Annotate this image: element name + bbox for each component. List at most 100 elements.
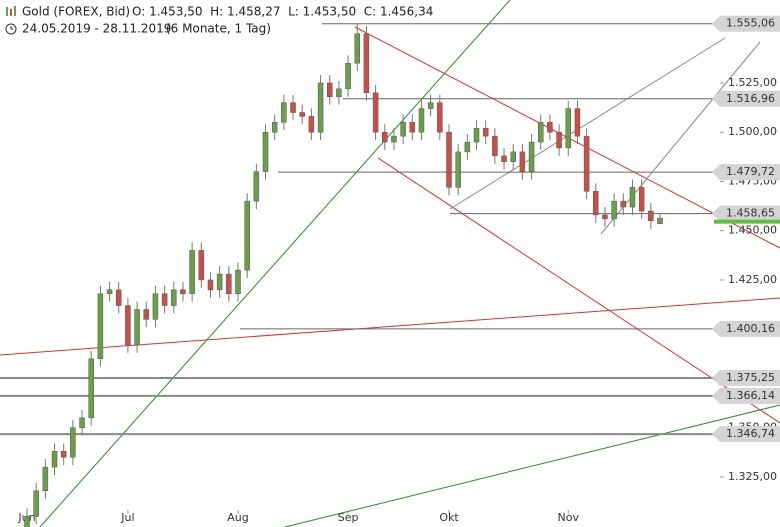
subtitle: 24.05.2019 - 28.11.2019 bbox=[22, 22, 171, 36]
candle-body bbox=[528, 141, 535, 172]
candle-body bbox=[611, 200, 617, 220]
candle-body bbox=[180, 289, 186, 294]
candle-body bbox=[216, 273, 223, 291]
x-tick-label: Nov bbox=[558, 511, 580, 524]
candle-body bbox=[290, 102, 296, 113]
level-box bbox=[720, 205, 780, 222]
candle-body bbox=[299, 112, 305, 117]
y-tick-label: 1.425,00 bbox=[728, 273, 777, 286]
period: (6 Monate, 1 Tag) bbox=[166, 22, 271, 36]
candle-body bbox=[418, 108, 425, 133]
candle-body bbox=[308, 116, 315, 133]
candle-body bbox=[51, 451, 58, 468]
candle-body bbox=[648, 210, 654, 222]
level-label: 1.479,72 bbox=[726, 165, 775, 178]
candle-body bbox=[336, 88, 342, 97]
candle-body bbox=[629, 187, 636, 208]
candle-body bbox=[519, 151, 526, 172]
candle-body bbox=[473, 128, 480, 143]
candle-body bbox=[115, 289, 122, 306]
candle-body bbox=[70, 427, 76, 458]
level-pointer bbox=[712, 387, 720, 404]
candle-body bbox=[400, 122, 406, 137]
candle-body bbox=[657, 217, 663, 225]
level-label: 1.458,65 bbox=[726, 207, 775, 220]
y-tick-label: 1.450,00 bbox=[728, 224, 777, 237]
level-label: 1.375,25 bbox=[726, 371, 775, 384]
level-label: 1.516,96 bbox=[726, 92, 775, 105]
candle-body bbox=[198, 250, 205, 281]
level-label: 1.400,16 bbox=[726, 322, 775, 335]
candle-body bbox=[510, 151, 516, 162]
candle-body bbox=[446, 131, 452, 188]
level-label: 1.555,06 bbox=[726, 17, 775, 30]
candle-body bbox=[317, 82, 324, 133]
level-label: 1.346,74 bbox=[726, 427, 775, 440]
y-tick-label: 1.325,00 bbox=[728, 470, 777, 483]
candle-body bbox=[152, 293, 159, 320]
candle-body bbox=[382, 131, 388, 143]
trend-line bbox=[600, 41, 761, 235]
candle-body bbox=[244, 200, 250, 271]
candle-body bbox=[271, 122, 278, 133]
candle-body bbox=[391, 135, 397, 143]
candle-body bbox=[281, 102, 287, 123]
candle-body bbox=[354, 33, 361, 64]
candle-body bbox=[574, 108, 581, 137]
candle-body bbox=[262, 131, 269, 172]
candle-body bbox=[125, 305, 131, 346]
chart-title: Gold (FOREX, Bid) bbox=[22, 5, 130, 19]
y-tick-label: 1.500,00 bbox=[728, 125, 777, 138]
level-box bbox=[720, 320, 780, 337]
candle-body bbox=[326, 82, 333, 97]
clock-icon bbox=[5, 23, 17, 35]
candle-body bbox=[253, 171, 260, 202]
candle-body bbox=[207, 279, 214, 291]
level-pointer bbox=[712, 15, 720, 32]
level-box bbox=[720, 164, 780, 181]
candle-body bbox=[593, 191, 599, 216]
level-pointer bbox=[712, 205, 720, 222]
current-marker bbox=[714, 219, 780, 224]
x-tick-label: Aug bbox=[227, 511, 248, 524]
trend-line bbox=[39, 0, 511, 527]
clock-hand bbox=[10, 26, 13, 30]
level-box bbox=[720, 387, 780, 404]
candle-body bbox=[583, 135, 590, 192]
x-tick-label: Okt bbox=[439, 511, 459, 524]
level-pointer bbox=[712, 369, 720, 386]
candle-body bbox=[235, 269, 241, 294]
candle-body bbox=[171, 289, 177, 306]
level-pointer bbox=[712, 164, 720, 181]
candle-body bbox=[638, 187, 645, 212]
candles bbox=[24, 23, 663, 527]
trend-line bbox=[0, 297, 780, 356]
candle-body bbox=[537, 122, 544, 143]
x-tick-label: Sep bbox=[338, 511, 359, 524]
level-pointer bbox=[712, 90, 720, 107]
candle-body bbox=[106, 289, 113, 294]
trend-line bbox=[284, 404, 780, 527]
candle-body bbox=[482, 128, 489, 137]
candle-body bbox=[464, 141, 471, 153]
candle-body bbox=[189, 250, 195, 294]
candle-body bbox=[565, 108, 572, 149]
level-pointer bbox=[712, 320, 720, 337]
candle-body bbox=[134, 309, 140, 346]
candle-body bbox=[620, 200, 627, 208]
candle-body bbox=[24, 516, 30, 527]
candle-body bbox=[88, 358, 94, 419]
candle-body bbox=[547, 122, 553, 133]
ohlc-text: O: 1.453,50 H: 1.458,27 L: 1.453,50 C: 1… bbox=[132, 5, 433, 19]
candle-body bbox=[60, 451, 67, 458]
candle-body bbox=[345, 62, 351, 90]
candle-body bbox=[226, 273, 232, 294]
candle-body bbox=[501, 155, 507, 162]
candle-body bbox=[455, 151, 461, 188]
level-box bbox=[720, 90, 780, 107]
candle-body bbox=[143, 309, 150, 320]
candle-body bbox=[79, 417, 85, 428]
candle-body bbox=[42, 466, 49, 492]
candle-body bbox=[33, 490, 39, 517]
